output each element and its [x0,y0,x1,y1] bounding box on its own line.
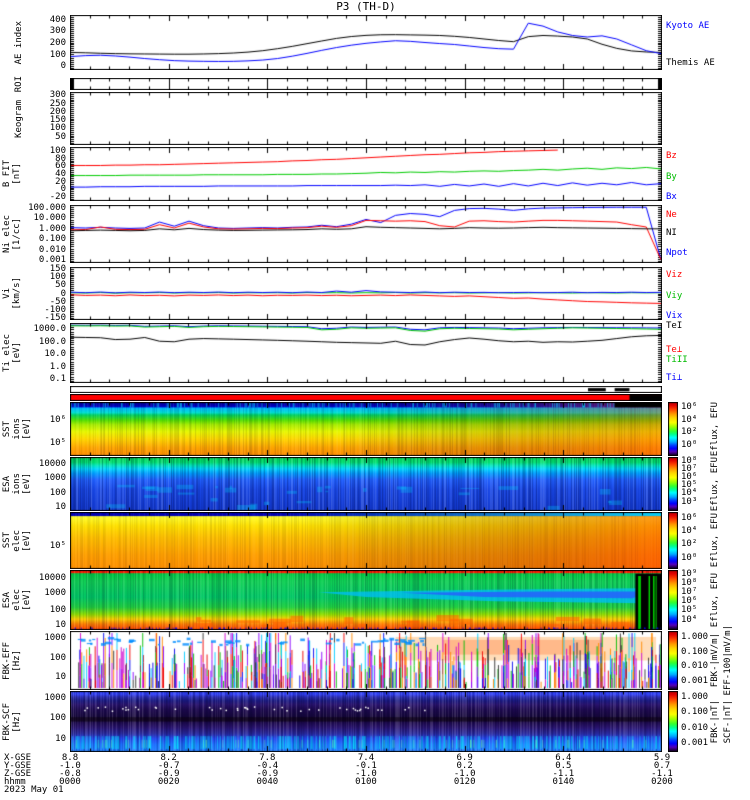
footer-value: 0200 [642,778,682,787]
footer-value: 0100 [346,778,386,787]
footer-value: 0020 [149,778,189,787]
footer-value: 0140 [543,778,583,787]
footer-date: 2023 May 01 [4,786,64,795]
time-axis-footer: X-GSE 8.8 8.2 7.8 7.4 6.9 6.4 5.9 Y-GSE -1.0 -0.7-… [0,0,750,800]
footer-value: 0120 [445,778,485,787]
themis-summary-plot: P3 (TH-D) AE index 400 300 200 100 0 Kyoto AE T… [0,0,750,800]
footer-value: 0040 [247,778,287,787]
